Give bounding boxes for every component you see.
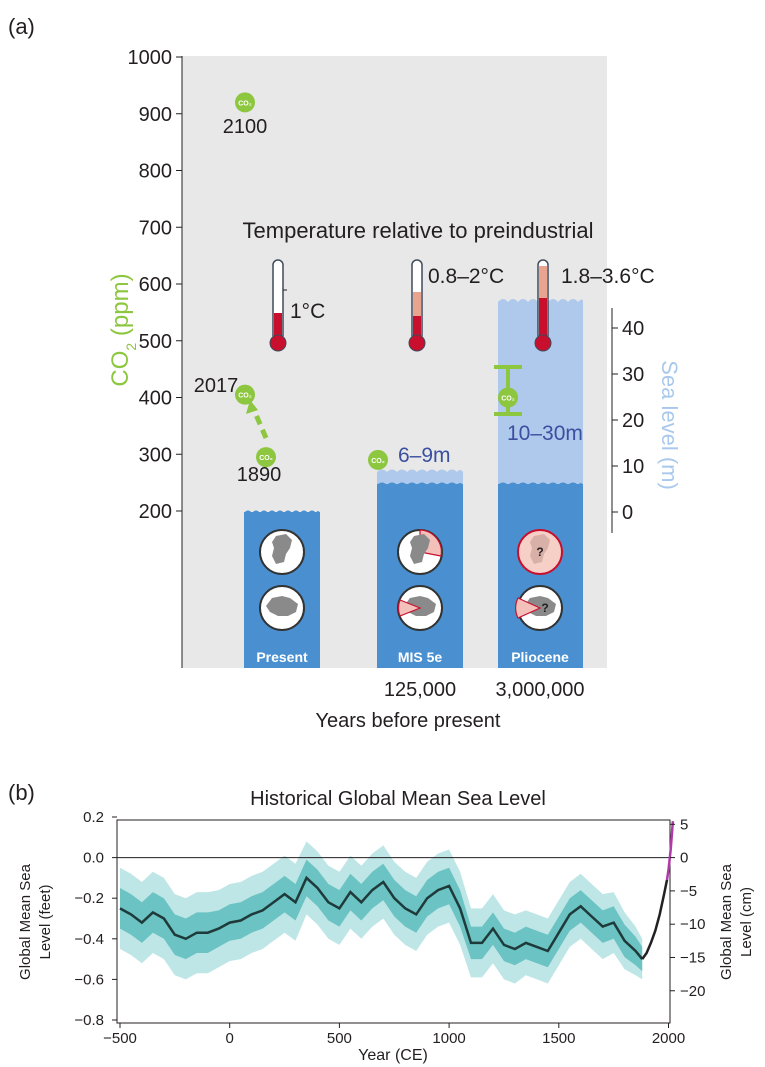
x-tick-label: 1500 [542, 1030, 575, 1047]
satellite-line [665, 821, 675, 881]
co2-marker: CO₂ [235, 384, 255, 405]
co2-marker: CO₂ [235, 92, 255, 113]
reconstruction-mean-line [119, 875, 644, 960]
greenland-mis5e-shape [410, 534, 430, 564]
y2-tick-label: 5 [680, 816, 688, 833]
co2-marker: CO₂ [368, 449, 388, 470]
thermometer-pliocene [534, 259, 552, 352]
thermometer-present [269, 259, 287, 352]
antarctica-pliocene-question: ? [541, 601, 548, 615]
thermometers: 1°C 0.8–2°C 1.8–3.6°C [269, 259, 655, 352]
y2-tick-label: 30 [622, 364, 644, 386]
ice-sheet-icons: ? ? [259, 529, 563, 631]
y-tick-label: 300 [139, 444, 172, 466]
category-label-pliocene: Pliocene [511, 649, 569, 665]
y-tick-label: −0.8 [74, 1012, 104, 1029]
pliocene-ocean-wave [498, 482, 583, 485]
panel-a-y-axis-label: CO2 (ppm) [107, 273, 139, 386]
panel-b-y2-axis-label-line1: Global Mean Sea [718, 863, 735, 980]
co2-label-2017: 2017 [194, 375, 239, 397]
panel-b-y-axis-label-line1: Global Mean Sea [17, 863, 34, 980]
y-tick-label: 0.2 [83, 809, 104, 826]
co2-marker: CO₂ [256, 447, 276, 468]
panel-b-y-axis-label: Level (feet) [37, 884, 54, 959]
x-tick-label: 2000 [652, 1030, 685, 1047]
uncertainty-band-inner [120, 859, 643, 972]
panel-a-y2-axis-label: Sea level (m) [657, 360, 682, 490]
mis5e-sea-wave [377, 469, 463, 472]
sea-level-label-pliocene: 10–30m [507, 422, 583, 445]
y-tick-label: 800 [139, 161, 172, 183]
svg-text:CO₂: CO₂ [238, 393, 252, 400]
pliocene-ocean-column [498, 484, 583, 668]
y2-tick-label: 0 [622, 502, 633, 524]
x-tick-label-mis5e: 125,000 [384, 679, 456, 701]
panel-b-axes: −500 0 500 1000 1500 2000 −0.8 −0.6 −0.4 −0.2 0.0 0… [74, 809, 705, 1047]
greenland-pliocene-question: ? [536, 545, 543, 559]
y-tick-label: 500 [139, 331, 172, 353]
temperature-heading: Temperature relative to preindustrial [243, 218, 594, 243]
panel-b-y2-axis-label: Level (cm) [738, 887, 755, 957]
temperature-label-pliocene: 1.8–3.6°C [561, 265, 655, 288]
greenland-pliocene-shape [530, 534, 550, 564]
present-ocean-wave [244, 510, 320, 513]
panel-a-y-ticks: 200 300 400 500 600 700 800 900 1000 [128, 47, 182, 523]
tide-gauge-line [641, 879, 669, 960]
svg-text:CO₂: CO₂ [501, 396, 515, 403]
y-tick-label: 1000 [128, 47, 173, 69]
y2-tick-label: 0 [680, 850, 688, 867]
antarctica-mis5e-loss-wedge [397, 599, 422, 617]
x-tick-label: −500 [103, 1030, 137, 1047]
y-tick-label: 400 [139, 388, 172, 410]
panel-a-x-axis-label: Years before present [316, 710, 501, 732]
co2-markers: CO₂ CO₂ CO₂ CO₂ CO₂ [235, 92, 518, 470]
y2-tick-label: −20 [680, 983, 705, 1000]
greenland-present-shape [272, 534, 292, 564]
category-label-present: Present [256, 649, 308, 665]
mis5e-sea-range [377, 472, 463, 484]
temperature-label-present: 1°C [290, 300, 325, 323]
mis5e-ocean-column [377, 484, 463, 668]
y-tick-label: −0.2 [74, 890, 104, 907]
y-tick-label: 600 [139, 274, 172, 296]
antarctica-pliocene-loss-wedge [514, 597, 542, 619]
co2-label-1890: 1890 [237, 464, 282, 486]
y2-tick-label: −15 [680, 949, 705, 966]
thermometer-mis5e [408, 259, 426, 352]
co2-label-2100: 2100 [223, 116, 268, 138]
y-tick-label: 200 [139, 501, 172, 523]
co2-marker: CO₂ [498, 387, 518, 408]
mis5e-ocean-wave [377, 482, 463, 485]
y2-tick-label: −5 [680, 883, 697, 900]
panel-b-x-axis-label: Year (CE) [358, 1047, 428, 1064]
y-tick-label: −0.4 [74, 931, 104, 948]
co2-arrow [251, 409, 269, 439]
category-label-mis5e: MIS 5e [398, 649, 443, 665]
panel-b-label: (b) [8, 780, 35, 805]
y2-tick-label: 20 [622, 410, 644, 432]
temperature-label-mis5e: 0.8–2°C [428, 265, 504, 288]
sea-level-label-mis5e: 6–9m [398, 444, 451, 467]
y2-tick-label: −10 [680, 916, 705, 933]
panel-b-title: Historical Global Mean Sea Level [250, 788, 546, 810]
svg-text:CO₂: CO₂ [371, 458, 385, 465]
svg-text:CO₂: CO₂ [238, 100, 252, 107]
x-tick-label: 500 [327, 1030, 352, 1047]
y-tick-label: 700 [139, 217, 172, 239]
svg-text:CO₂: CO₂ [259, 455, 273, 462]
panel-b-plot-frame [116, 819, 671, 1024]
y2-tick-label: 10 [622, 456, 644, 478]
y-tick-label: 0.0 [83, 850, 104, 867]
x-tick-label-pliocene: 3,000,000 [496, 679, 585, 701]
x-tick-label: 0 [226, 1030, 234, 1047]
panel-b-series [117, 821, 675, 984]
panel-a-y2-ticks: 0 10 20 30 40 [612, 318, 644, 524]
antarctica-present-shape [266, 596, 298, 616]
y-tick-label: 900 [139, 104, 172, 126]
y2-tick-label: 40 [622, 318, 644, 340]
panel-a-label: (a) [8, 14, 35, 39]
x-tick-label: 1000 [432, 1030, 465, 1047]
y-tick-label: −0.6 [74, 971, 104, 988]
